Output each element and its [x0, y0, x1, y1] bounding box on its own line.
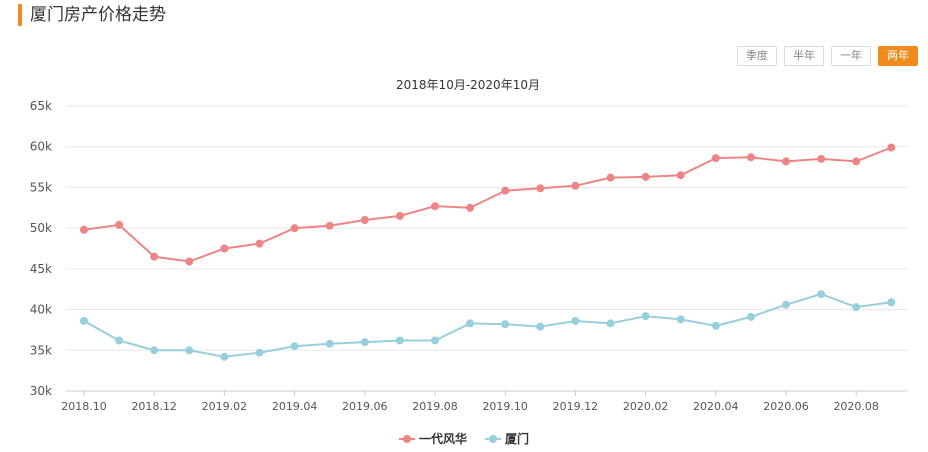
legend-item-series-2[interactable]: 厦门: [485, 430, 529, 447]
data-point-series-2: [80, 316, 88, 325]
legend-swatch-series-1: [398, 433, 415, 445]
data-point-series-1: [746, 153, 755, 162]
data-point-series-2: [431, 336, 439, 345]
data-point-series-2: [641, 312, 650, 321]
x-tick-label: 2019.08: [412, 400, 458, 413]
y-tick-label: 55k: [30, 180, 52, 194]
data-point-series-2: [817, 290, 826, 299]
x-tick-label: 2020.04: [693, 400, 739, 413]
data-point-series-2: [290, 342, 299, 351]
data-point-series-1: [360, 216, 369, 224]
data-point-series-2: [501, 320, 510, 329]
data-point-series-1: [255, 239, 264, 248]
range-button-one-year[interactable]: 一年: [831, 46, 871, 66]
data-point-series-2: [255, 348, 264, 357]
range-button-two-years[interactable]: 两年: [878, 46, 918, 66]
y-tick-label: 60k: [30, 140, 52, 154]
data-point-series-2: [536, 322, 545, 331]
y-tick-label: 40k: [30, 303, 52, 317]
x-tick-label: 2019.04: [272, 400, 318, 413]
data-point-series-1: [852, 157, 861, 166]
range-selector: 季度 半年 一年 两年: [737, 46, 918, 66]
data-point-series-1: [150, 252, 159, 261]
data-point-series-2: [852, 303, 861, 312]
data-point-series-1: [290, 224, 299, 233]
data-point-series-2: [185, 346, 194, 355]
data-point-series-2: [466, 319, 475, 328]
x-tick-label: 2018.10: [61, 400, 107, 413]
series-line-1: [83, 146, 892, 263]
x-tick-label: 2020.08: [833, 400, 879, 413]
data-point-series-1: [395, 211, 404, 220]
x-tick-label: 2019.06: [342, 400, 388, 413]
data-point-series-2: [360, 338, 369, 347]
data-point-series-2: [782, 300, 790, 309]
data-point-series-1: [711, 154, 720, 163]
y-tick-label: 45k: [30, 262, 52, 276]
x-tick-label: 2020.02: [623, 400, 669, 413]
legend-label-series-1: 一代风华: [418, 432, 467, 446]
data-point-series-1: [571, 181, 580, 190]
data-point-series-2: [150, 346, 159, 355]
data-point-series-1: [641, 172, 650, 181]
data-point-series-2: [395, 336, 404, 345]
data-point-series-1: [887, 143, 896, 152]
data-point-series-2: [711, 321, 720, 330]
data-point-series-2: [115, 336, 124, 345]
page-title: 厦门房产价格走势: [30, 5, 166, 25]
legend-item-series-1[interactable]: 一代风华: [398, 430, 467, 447]
data-point-series-2: [746, 312, 755, 321]
data-point-series-2: [606, 319, 615, 328]
data-point-series-1: [536, 184, 545, 193]
data-point-series-1: [325, 221, 334, 230]
data-point-series-1: [606, 173, 615, 182]
data-point-series-1: [115, 220, 124, 229]
title-accent-bar: [18, 4, 22, 26]
y-tick-label: 65k: [30, 99, 52, 113]
data-point-series-2: [887, 298, 896, 307]
x-tick-label: 2020.06: [763, 400, 809, 413]
y-tick-label: 35k: [30, 343, 52, 357]
x-tick-label: 2019.10: [482, 400, 528, 413]
chart-title: 2018年10月-2020年10月: [396, 78, 540, 92]
data-point-series-1: [466, 203, 475, 212]
data-point-series-2: [220, 352, 229, 361]
data-point-series-1: [782, 157, 790, 166]
y-tick-label: 30k: [30, 384, 52, 398]
data-point-series-2: [571, 316, 580, 325]
data-point-series-1: [817, 154, 826, 163]
data-point-series-1: [676, 171, 685, 180]
data-point-series-2: [325, 339, 334, 348]
chart-legend: 一代风华 厦门: [0, 430, 928, 447]
data-point-series-1: [220, 244, 229, 253]
y-tick-label: 50k: [30, 221, 52, 235]
range-button-half-year[interactable]: 半年: [784, 46, 824, 66]
data-point-series-1: [185, 257, 194, 266]
x-tick-label: 2018.12: [131, 400, 177, 413]
range-button-quarter[interactable]: 季度: [737, 46, 777, 66]
legend-swatch-series-2: [485, 433, 501, 445]
data-point-series-1: [80, 225, 88, 234]
data-point-series-1: [501, 186, 510, 195]
data-point-series-1: [431, 202, 439, 211]
data-point-series-2: [676, 315, 685, 324]
x-tick-label: 2019.02: [202, 400, 248, 413]
legend-label-series-2: 厦门: [505, 432, 530, 446]
series-line-2: [83, 293, 892, 358]
x-tick-label: 2019.12: [553, 400, 599, 413]
